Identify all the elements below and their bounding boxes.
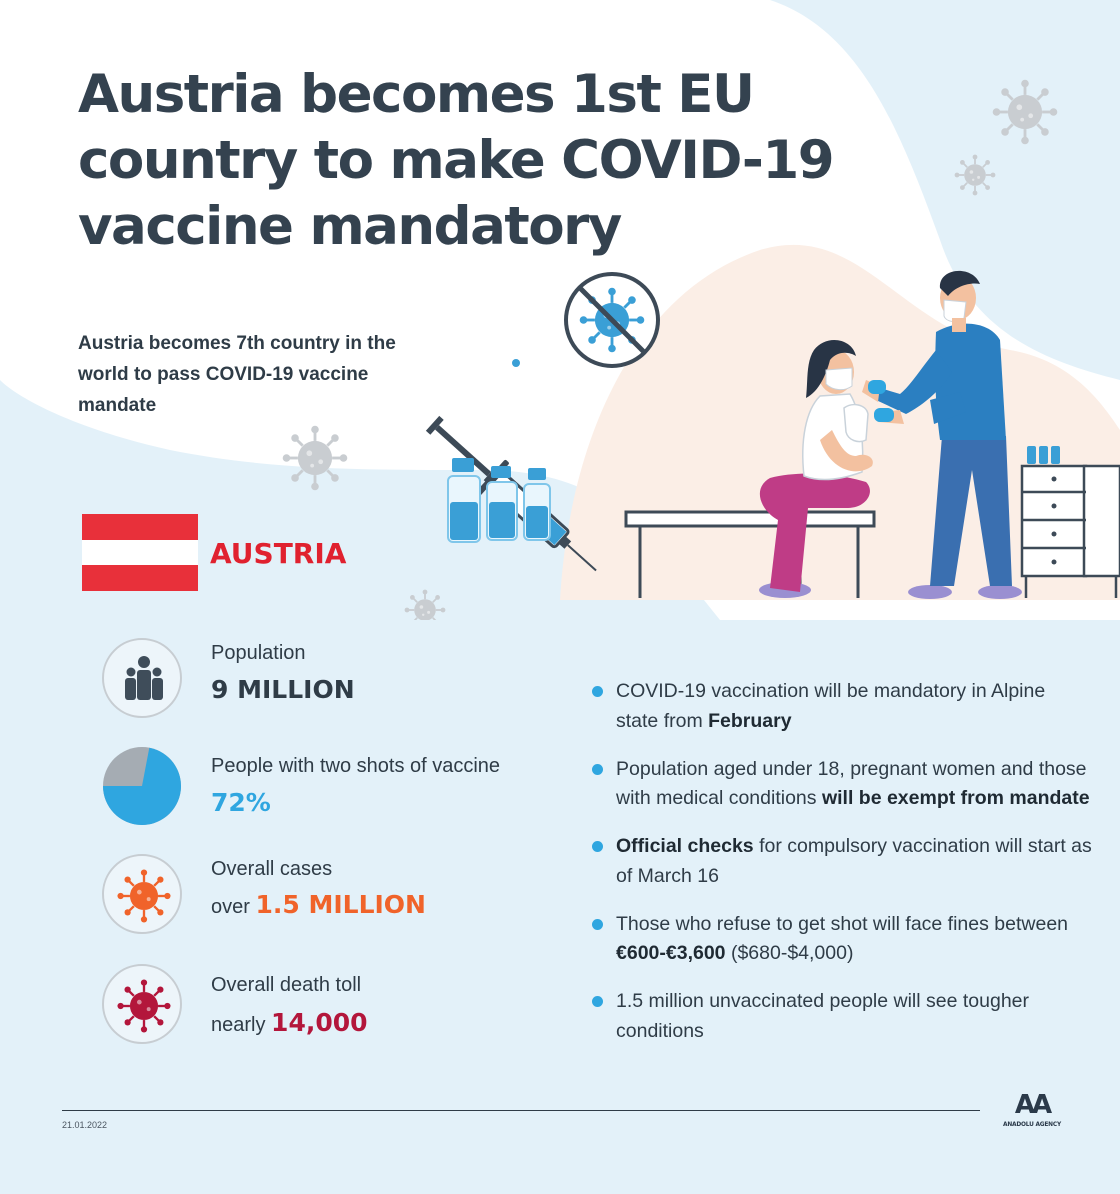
stat-cases-value: over 1.5 MILLION [211,890,426,919]
vial-icon [486,466,518,541]
deaths-prefix: nearly [211,1014,266,1036]
key-point-emphasis: will be exempt from mandate [821,787,1090,809]
patient [759,339,873,598]
no-virus-sign-icon [564,272,660,368]
key-point-emphasis: €600-€3,600 [616,942,726,964]
stat-population-value: 9 MILLION [211,675,355,704]
stat-vaccinated-label: People with two shots of vaccine [211,755,501,777]
logo-mark: AA [1014,1090,1052,1120]
footer-date: 21.01.2022 [62,1120,108,1130]
vaccinated-value: 72% [211,788,271,817]
stat-vaccinated-value: 72% [211,788,271,817]
pie-chart-icon [102,746,182,826]
key-points-list: COVID-19 vaccination will be mandatory i… [592,677,1092,1065]
logo-agency-text: ANADOLU AGENCY [1003,1120,1061,1128]
pie-vaccinated-slice [103,747,181,825]
cases-value: 1.5 MILLION [255,890,426,919]
stat-deaths-label: Overall death toll [211,974,362,996]
subtitle: Austria becomes 7th country in the world… [78,333,396,416]
key-point-item: Population aged under 18, pregnant women… [592,755,1092,814]
illustration [281,78,1120,620]
stat-deaths-value: nearly 14,000 [211,1008,368,1037]
key-point-item: 1.5 million unvaccinated people will see… [592,987,1092,1046]
deaths-value: 14,000 [271,1008,368,1037]
key-point-text: Population aged under 18, pregnant women… [616,757,1087,810]
key-point-text: COVID-19 vaccination will be mandatory i… [616,680,1046,732]
population-icon [102,638,182,718]
austria-flag [82,514,198,591]
key-point-text: for compulsory vaccination will start as… [616,835,1092,887]
virus-red-icon [102,964,182,1044]
key-point-item: COVID-19 vaccination will be mandatory i… [592,677,1092,736]
virus-decor-icon [281,424,349,492]
key-point-emphasis: February [708,709,792,732]
vial-icon [523,468,551,541]
key-point-text: Those who refuse to get shot will face f… [616,912,1069,935]
bench [624,510,876,598]
key-point-emphasis: Official checks [616,835,754,857]
cases-prefix: over [211,896,250,918]
page-title: Austria becomes 1st EU country to make C… [78,64,835,257]
virus-orange-icon [102,854,182,934]
stat-cases-label: Overall cases [211,858,333,880]
doctor [862,270,1022,599]
vial-icon [447,458,481,543]
key-point-item: Official checks for compulsory vaccinati… [592,832,1092,891]
country-name: AUSTRIA [210,537,347,570]
key-point-text: ($680-$4,000) [725,942,854,964]
key-point-text: 1.5 million unvaccinated people will see… [616,990,1030,1042]
stat-population-label: Population [211,642,306,664]
key-point-item: Those who refuse to get shot will face f… [592,910,1092,969]
population-value: 9 MILLION [211,675,355,704]
virus-decor-icon [953,153,997,197]
anadolu-agency-logo: AA ANADOLU AGENCY [1000,1090,1064,1136]
footer-divider [62,1110,980,1111]
cabinet [1020,464,1120,598]
virus-decor-icon [991,78,1059,146]
virus-decor-icon [403,588,447,620]
